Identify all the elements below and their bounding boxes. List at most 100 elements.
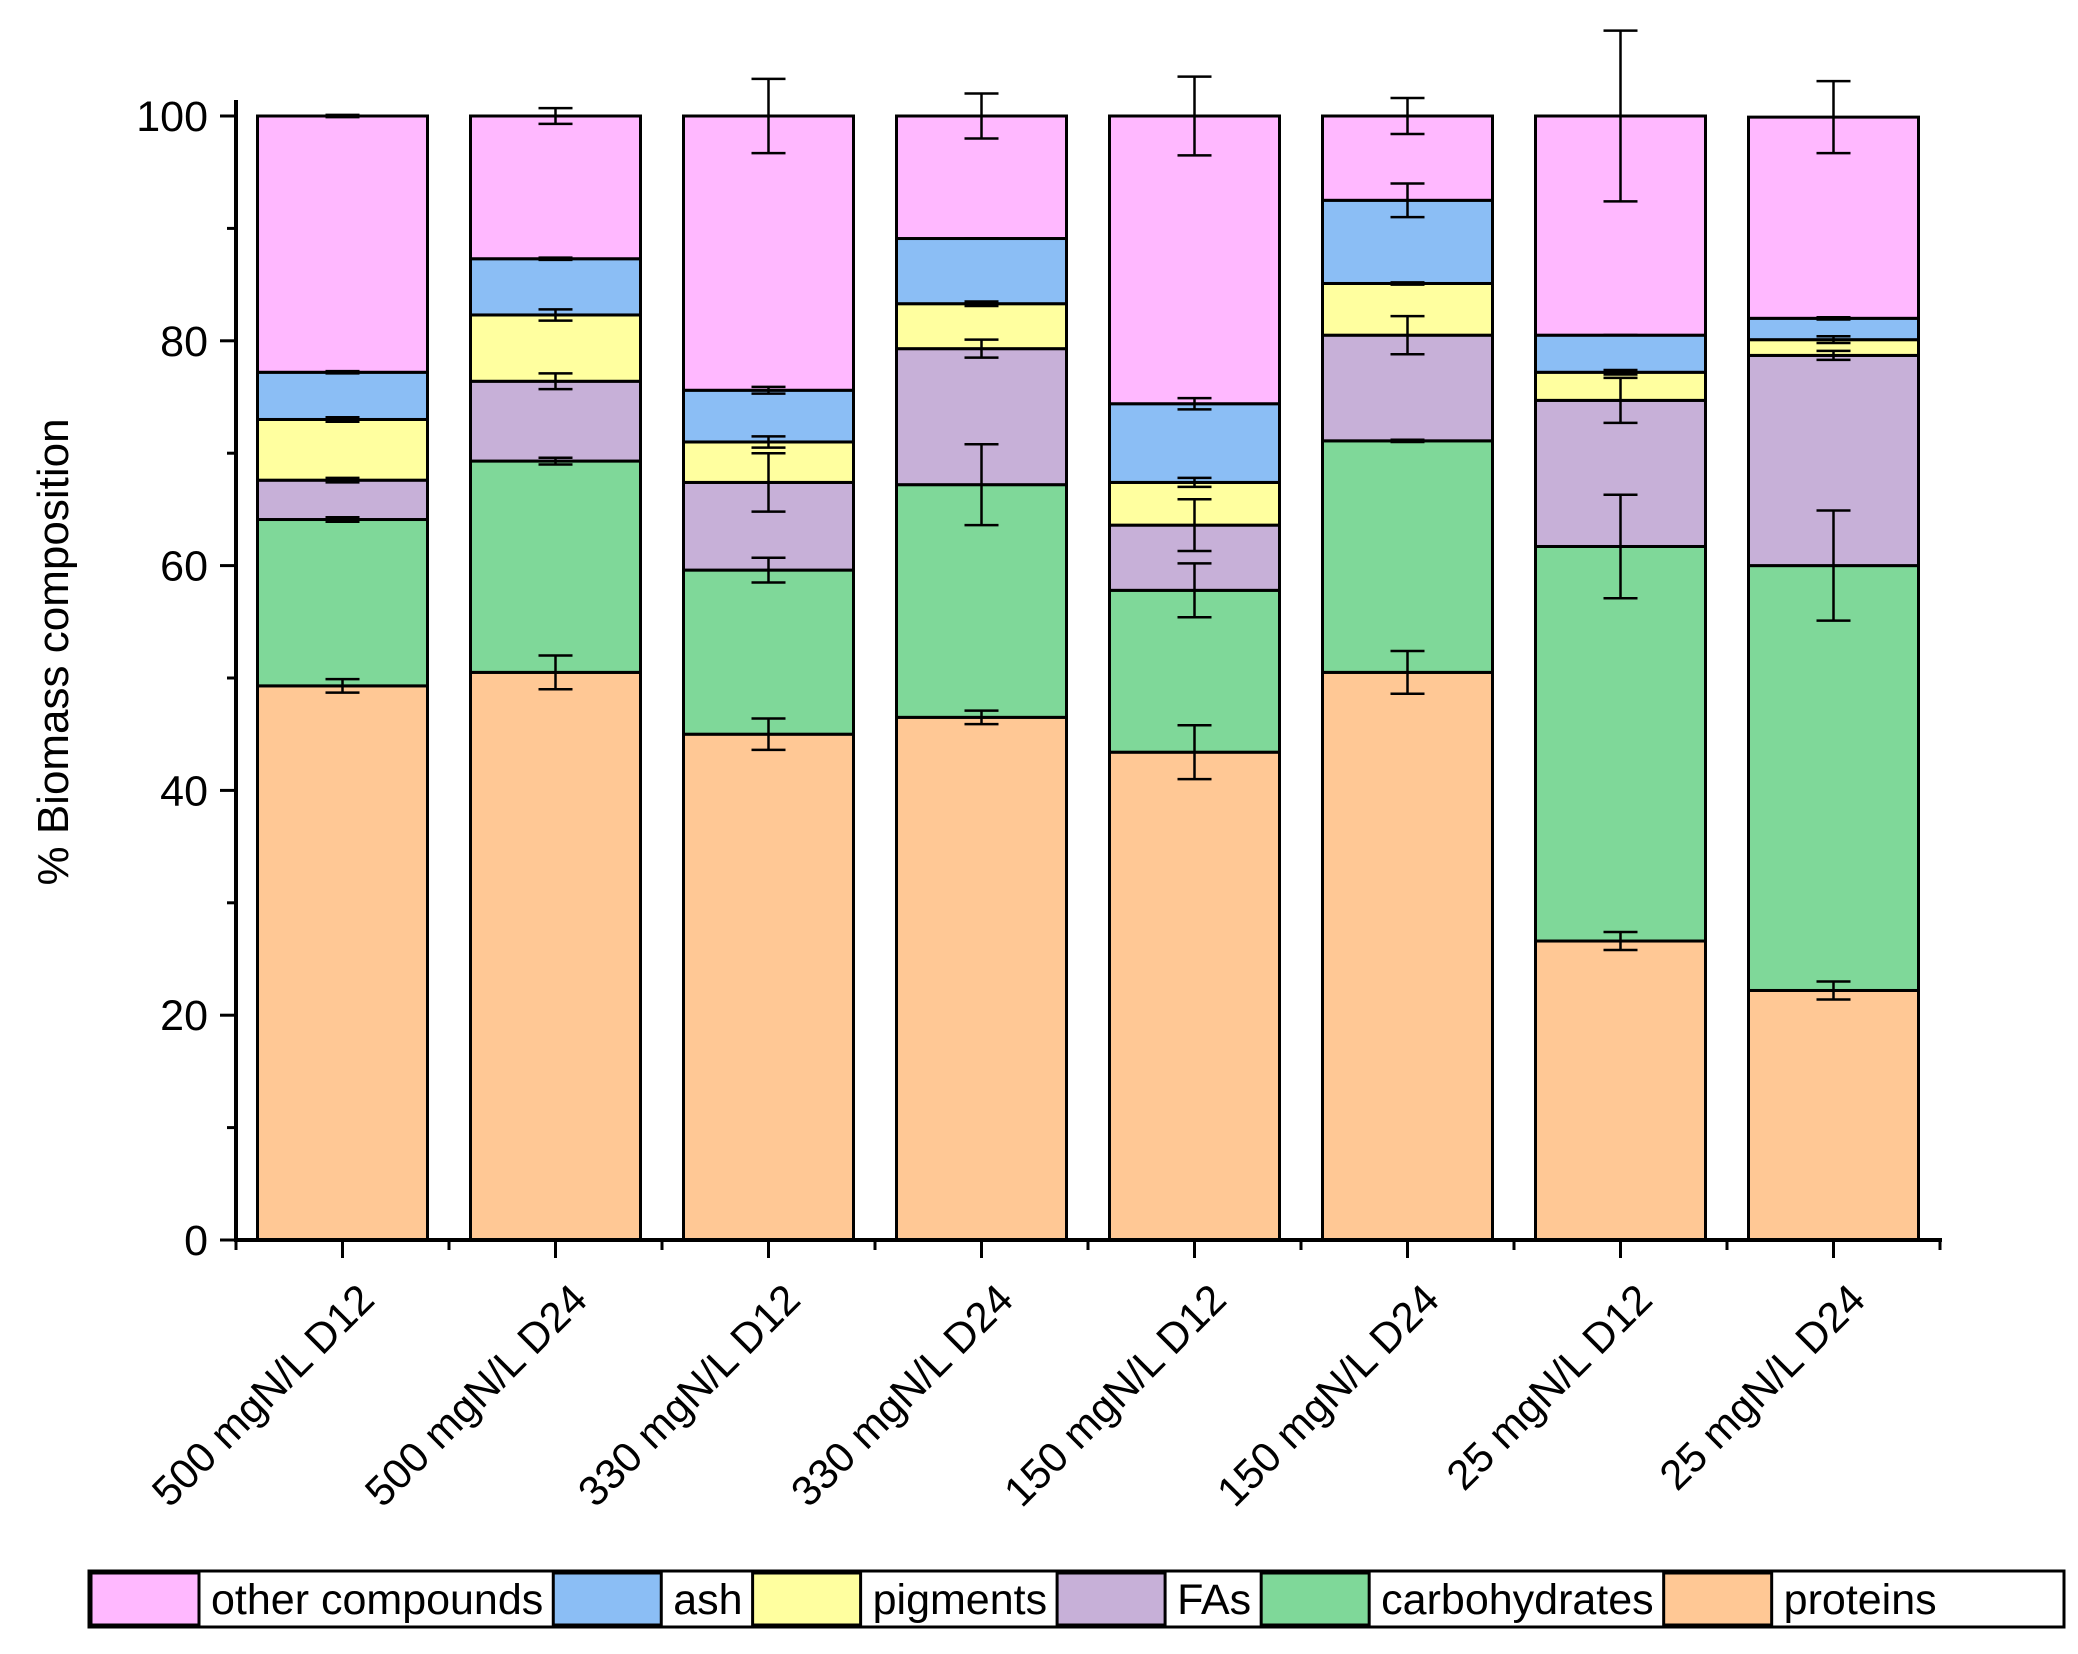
error-bar-proteins	[538, 654, 573, 691]
bar-segment-other-compounds	[1108, 114, 1281, 406]
error-bar-carbohydrates	[538, 456, 573, 466]
bar-segment-proteins	[1747, 988, 1920, 1242]
error-bar-other-compounds	[325, 113, 360, 119]
legend-item-ash: ash	[551, 1571, 743, 1627]
bar-segment-other-compounds	[256, 114, 429, 374]
error-bar-ash	[1390, 182, 1425, 219]
bar-segment-ash	[682, 388, 855, 444]
error-bar-fas	[1177, 498, 1212, 553]
error-bar-carbohydrates	[751, 556, 786, 584]
legend-label: FAs	[1177, 1576, 1251, 1624]
error-bar-proteins	[964, 709, 999, 726]
legend-swatch	[1662, 1571, 1774, 1627]
x-tick-label: 500 mgN/L D24	[356, 1275, 596, 1515]
x-tick-label: 330 mgN/L D24	[782, 1275, 1022, 1515]
y-tick-label: 80	[160, 318, 208, 366]
error-bar-pigments	[964, 300, 999, 308]
bar-segment-ash	[469, 257, 642, 317]
error-bar-pigments	[1816, 335, 1851, 345]
error-bar-other-compounds	[1390, 96, 1425, 136]
legend-label: proteins	[1784, 1576, 1937, 1624]
error-bar-carbohydrates	[1603, 493, 1638, 600]
bar-stack-500-mgn-l-d24	[469, 106, 642, 1242]
legend-swatch	[1259, 1571, 1371, 1627]
bar-segment-pigments	[469, 313, 642, 383]
bar-segment-fas	[469, 379, 642, 463]
error-bar-fas	[538, 372, 573, 391]
plot-area	[256, 29, 1920, 1242]
bar-stack-500-mgn-l-d12	[256, 113, 429, 1242]
error-bar-pigments	[538, 308, 573, 322]
legend-label: pigments	[873, 1576, 1047, 1624]
error-bar-proteins	[1390, 649, 1425, 695]
bar-stack-150-mgn-l-d12	[1108, 75, 1281, 1242]
error-bar-carbohydrates	[964, 442, 999, 527]
error-bar-carbohydrates	[1816, 509, 1851, 622]
error-bar-other-compounds	[1603, 29, 1638, 203]
bar-segment-carbohydrates	[256, 518, 429, 688]
bar-stack-330-mgn-l-d12	[682, 77, 855, 1242]
y-axis-label: % Biomass composition	[29, 418, 78, 885]
bar-segment-ash	[1534, 333, 1707, 374]
error-bar-other-compounds	[538, 106, 573, 126]
legend-item-carbohydrates: carbohydrates	[1259, 1571, 1654, 1627]
y-axis: 0 20 40 60 80 100	[136, 93, 238, 1265]
error-bar-other-compounds	[1177, 75, 1212, 157]
error-bar-pigments	[751, 435, 786, 449]
error-bar-ash	[325, 369, 360, 375]
bar-segment-carbohydrates	[469, 459, 642, 674]
bar-segment-proteins	[256, 684, 429, 1242]
error-bar-other-compounds	[751, 77, 786, 155]
x-tick-label: 150 mgN/L D12	[995, 1275, 1235, 1515]
bar-segment-ash	[895, 237, 1068, 306]
legend: other compounds ash pigments FAs carbohydrat…	[87, 1569, 2066, 1629]
legend-swatch	[89, 1571, 201, 1627]
bar-stack-330-mgn-l-d24	[895, 92, 1068, 1242]
error-bar-other-compounds	[1816, 79, 1851, 155]
bar-stack-150-mgn-l-d24	[1321, 96, 1494, 1242]
bar-segment-proteins	[1321, 670, 1494, 1242]
bar-segment-ash	[256, 370, 429, 421]
y-tick-label: 40	[160, 767, 208, 815]
bar-segment-other-compounds	[469, 114, 642, 261]
bar-segment-proteins	[1534, 939, 1707, 1242]
error-bar-pigments	[1603, 368, 1638, 376]
legend-item-proteins: proteins	[1662, 1571, 1937, 1627]
y-tick-label: 60	[160, 543, 208, 591]
bar-stack-25-mgn-l-d24	[1747, 79, 1920, 1242]
bar-segment-pigments	[256, 417, 429, 482]
error-bar-proteins	[1816, 980, 1851, 1001]
y-tick-label: 20	[160, 992, 208, 1040]
error-bar-pigments	[1177, 476, 1212, 489]
bar-segment-other-compounds	[682, 114, 855, 392]
bar-segment-proteins	[682, 732, 855, 1242]
error-bar-carbohydrates	[1177, 562, 1212, 619]
bar-segment-proteins	[895, 715, 1068, 1242]
bar-segment-carbohydrates	[682, 568, 855, 736]
error-bar-fas	[325, 476, 360, 484]
error-bar-fas	[1816, 349, 1851, 362]
error-bar-ash	[538, 256, 573, 262]
legend-item-other-compounds: other compounds	[89, 1571, 543, 1627]
error-bar-carbohydrates	[1390, 438, 1425, 444]
legend-label: other compounds	[211, 1576, 543, 1624]
bar-segment-carbohydrates	[1747, 564, 1920, 992]
legend-label: ash	[673, 1576, 742, 1624]
legend-swatch	[551, 1571, 663, 1627]
error-bar-ash	[1816, 315, 1851, 321]
x-tick-label: 25 mgN/L D12	[1437, 1275, 1661, 1499]
error-bar-proteins	[1177, 723, 1212, 781]
bar-segment-carbohydrates	[1534, 544, 1707, 943]
error-bar-fas	[751, 451, 786, 513]
bar-segment-proteins	[1108, 750, 1281, 1242]
error-bar-other-compounds	[964, 92, 999, 140]
bar-segment-carbohydrates	[1321, 439, 1494, 674]
y-tick-label: 0	[184, 1217, 208, 1265]
bar-segment-fas	[256, 478, 429, 522]
x-tick-label: 25 mgN/L D24	[1650, 1275, 1874, 1499]
bar-segment-proteins	[469, 670, 642, 1242]
legend-label: carbohydrates	[1381, 1576, 1654, 1624]
legend-swatch	[1055, 1571, 1167, 1627]
